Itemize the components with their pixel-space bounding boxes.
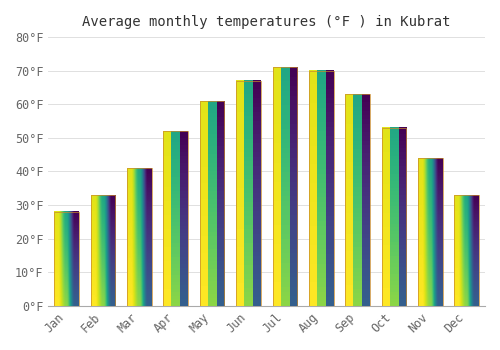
Bar [90,195,116,306]
Bar [164,131,188,306]
Bar [309,71,334,306]
Bar [127,168,152,306]
Bar [200,101,224,306]
Bar [418,158,443,306]
Bar [236,81,261,306]
Bar [346,94,370,306]
Bar [272,67,297,306]
Bar [454,195,479,306]
Bar [382,128,406,306]
Bar [54,212,79,306]
Title: Average monthly temperatures (°F ) in Kubrat: Average monthly temperatures (°F ) in Ku… [82,15,451,29]
